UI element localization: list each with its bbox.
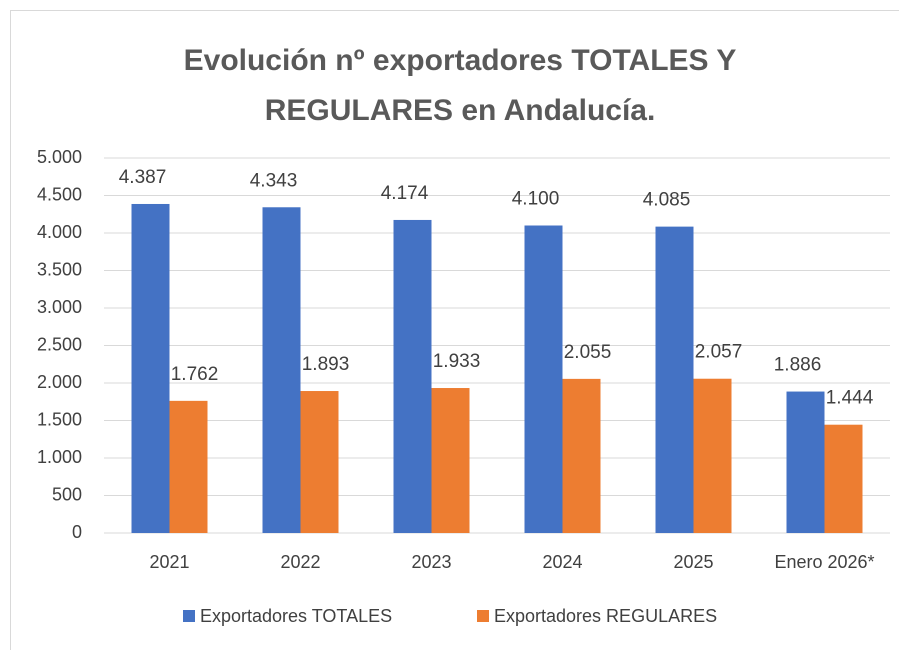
legend-label: Exportadores REGULARES [494,606,717,626]
y-tick-label: 0 [72,522,82,542]
y-tick-label: 5.000 [37,147,82,167]
y-tick-label: 2.500 [37,334,82,354]
x-tick-label: 2025 [673,552,713,572]
bar [431,388,470,533]
legend-swatch [477,610,489,622]
value-label: 4.085 [643,190,691,211]
y-tick-label: 1.500 [37,409,82,429]
x-tick-label: 2021 [149,552,189,572]
value-label: 4.387 [119,167,167,188]
y-tick-label: 1.000 [37,447,82,467]
value-label: 1.444 [826,388,874,409]
bar [393,219,432,533]
value-label: 2.055 [564,342,612,363]
x-tick-label: 2023 [411,552,451,572]
bar [169,400,208,533]
value-label: 1.893 [302,354,350,375]
value-label: 4.100 [512,189,560,210]
y-tick-label: 4.000 [37,222,82,242]
value-label: 1.886 [774,355,822,376]
chart-title: Evolución nº exportadores TOTALES Y REGU… [183,44,737,127]
bar [562,378,601,533]
bar [786,391,825,533]
value-label: 1.933 [433,351,481,372]
value-label: 4.174 [381,183,429,204]
y-tick-label: 500 [52,484,82,504]
y-tick-label: 2.000 [37,372,82,392]
bar [131,203,170,533]
bar [655,226,694,533]
value-label: 2.057 [695,342,743,363]
value-label: 1.762 [171,364,219,385]
bar [300,391,339,533]
bar [262,207,301,533]
y-tick-label: 4.500 [37,184,82,204]
chart-border [10,10,899,650]
x-tick-label: 2022 [280,552,320,572]
legend-swatch [183,610,195,622]
x-tick-label: Enero 2026* [774,552,874,572]
bar [824,424,863,533]
legend-label: Exportadores TOTALES [200,606,392,626]
bar [524,225,563,533]
y-tick-label: 3.500 [37,259,82,279]
x-tick-label: 2024 [542,552,582,572]
y-tick-label: 3.000 [37,297,82,317]
value-label: 4.343 [250,170,298,191]
bar [693,378,732,533]
